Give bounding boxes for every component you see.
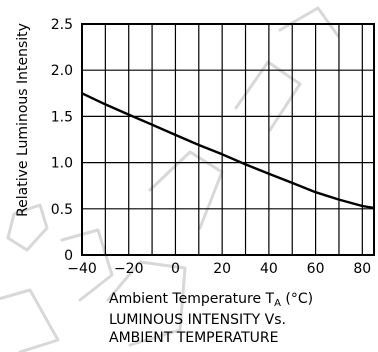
chart-grid: [81, 23, 374, 256]
y-tick-label: 1.5: [51, 109, 73, 125]
intensity-curve: [81, 92, 375, 210]
y-tick-label: 0: [64, 248, 73, 264]
x-tick-label: −20: [114, 261, 144, 277]
data-series: [81, 92, 375, 210]
x-tick-label: −40: [67, 261, 97, 277]
y-tick-label: 2.5: [51, 17, 73, 33]
x-axis-title-subscript: A: [274, 298, 281, 309]
y-axis-ticks: 0 0.5 1.0 1.5 2.0 2.5: [51, 17, 73, 264]
caption-line-2: AMBIENT TEMPERATURE: [109, 330, 279, 346]
x-tick-label: 20: [213, 261, 231, 277]
x-axis-title: Ambient Temperature TA (°C): [109, 291, 313, 309]
x-axis-title-prefix: Ambient Temperature T: [109, 291, 275, 307]
x-axis-ticks: −40 −20 0 20 40 60 80: [67, 261, 371, 277]
x-tick-label: 80: [353, 261, 371, 277]
y-tick-label: 1.0: [51, 156, 73, 172]
x-tick-label: 40: [260, 261, 278, 277]
y-axis-title: Relative Luminous Intensity: [15, 23, 31, 217]
x-axis-title-suffix: (°C): [281, 291, 313, 307]
y-tick-label: 0.5: [51, 202, 73, 218]
y-tick-label: 2.0: [51, 63, 73, 79]
plot-border: [81, 23, 375, 256]
x-tick-label: 60: [307, 261, 325, 277]
x-tick-label: 0: [171, 261, 180, 277]
plot-frame: [81, 23, 375, 256]
caption-line-1: LUMINOUS INTENSITY Vs.: [109, 312, 286, 328]
